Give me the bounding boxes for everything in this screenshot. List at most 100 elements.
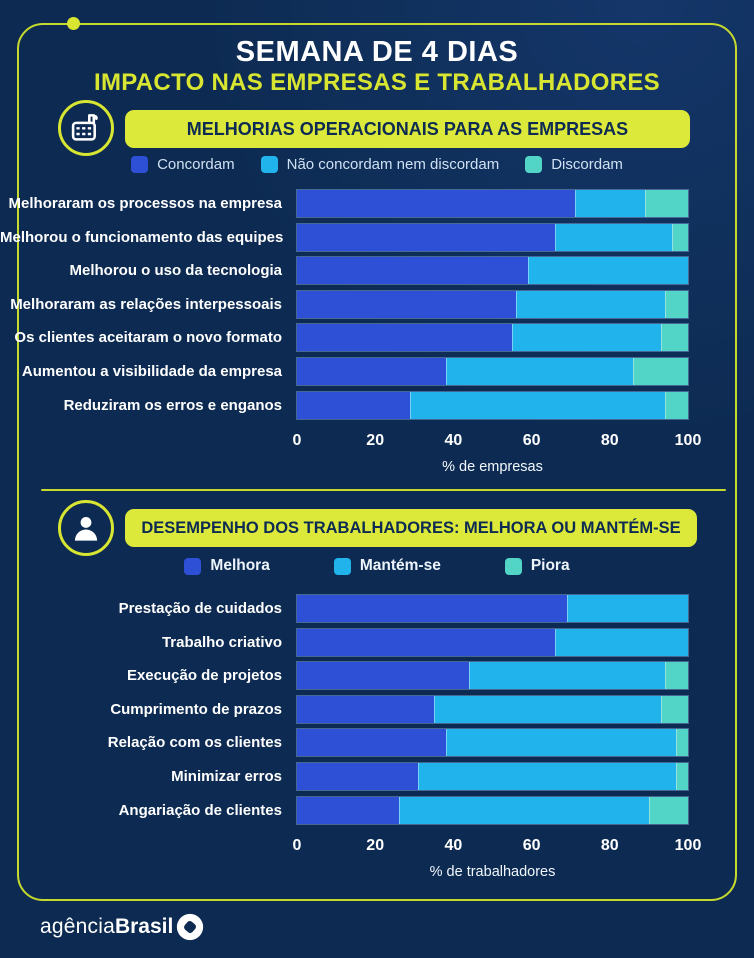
legend-swatch: [260, 156, 278, 173]
page-subtitle: IMPACTO NAS EMPRESAS E TRABALHADORES: [94, 69, 660, 96]
bar-segment: [433, 695, 661, 723]
agencia-brasil-icon: [177, 913, 204, 941]
bar-segment: [469, 662, 665, 690]
legend-label: Mantém-se: [359, 557, 441, 574]
axis-tick: 60: [522, 432, 541, 449]
x-axis-chart-2: 0 20 40 60 80 100 % de trabalhadores: [293, 837, 702, 880]
chart-row: Angariação de clientes: [0, 796, 754, 824]
bar-segment: [297, 628, 556, 656]
bar-segment: [297, 257, 528, 285]
bar-segment: [297, 729, 446, 757]
legend-chart-2: Melhora Mantém-se Piora: [0, 557, 754, 575]
axis-tick: 100: [674, 837, 702, 854]
chart-row: Cumprimento de prazos: [0, 695, 754, 723]
legend-label: Melhora: [210, 557, 270, 574]
row-label: Reduziram os erros e enganos: [63, 396, 282, 414]
bar-segment: [644, 190, 688, 217]
axis-ticks: 0 20 40 60 80 100: [293, 837, 702, 857]
legend-swatch: [184, 557, 202, 575]
stacked-bar: [297, 391, 688, 419]
bar-segment: [297, 695, 434, 723]
bar-segment: [297, 357, 446, 385]
axis-tick: 80: [600, 837, 619, 854]
chart-row: Execução de projetos: [0, 662, 754, 690]
legend-swatch: [504, 557, 522, 575]
bar-segment: [664, 391, 688, 419]
row-label: Os clientes aceitaram o novo formato: [14, 329, 282, 347]
legend-label: Concordam: [157, 156, 235, 173]
bar-segment: [660, 324, 688, 352]
row-label: Melhorou o uso da tecnologia: [69, 262, 282, 280]
bar-segment: [527, 257, 688, 285]
legend-label: Piora: [530, 557, 570, 574]
stacked-bar: [297, 223, 688, 251]
axis-tick: 20: [366, 432, 385, 449]
axis-tick: 40: [444, 432, 463, 449]
bar-segment: [297, 290, 516, 318]
legend-item: Concordam: [131, 156, 235, 173]
bar-segment: [297, 662, 470, 690]
row-label: Prestação de cuidados: [118, 600, 282, 617]
axis-tick: 20: [366, 837, 385, 854]
axis-tick: 80: [600, 432, 619, 449]
legend-swatch: [525, 156, 543, 173]
stacked-bar: [297, 628, 688, 656]
row-label: Cumprimento de prazos: [110, 700, 282, 718]
chart-row: Trabalho criativo: [0, 628, 754, 656]
legend-label: Discordam: [551, 156, 623, 173]
axis-ticks: 0 20 40 60 80 100: [293, 432, 702, 452]
row-label: Melhoraram os processos na empresa: [8, 195, 282, 212]
chart-row: Melhoraram as relações interpessoais: [0, 290, 754, 318]
stacked-bar: [297, 695, 688, 723]
stacked-bar: [297, 290, 688, 318]
row-label: Minimizar erros: [171, 767, 282, 785]
bar-segment: [515, 290, 665, 318]
legend-swatch: [333, 557, 351, 575]
axis-tick: 60: [522, 837, 541, 854]
bar-segment: [445, 357, 634, 385]
bar-segment: [633, 357, 688, 385]
chart-row: Minimizar erros: [0, 762, 754, 790]
bar-segment: [297, 391, 411, 419]
chart-row: Relação com os clientes: [0, 729, 754, 757]
bar-segment: [676, 729, 688, 757]
chart-row: Prestação de cuidados: [0, 595, 754, 622]
bar-segment: [566, 595, 688, 622]
bar-segment: [664, 662, 688, 690]
brand-name-light: agência: [40, 915, 115, 938]
stacked-bar: [297, 729, 688, 757]
axis-tick: 0: [292, 432, 302, 449]
legend-item: Melhora: [184, 557, 270, 575]
bar-segment: [297, 796, 399, 824]
section-2-banner: DESEMPENHO DOS TRABALHADORES: MELHORA OU…: [125, 509, 697, 547]
person-icon: [58, 500, 114, 556]
bar-segment: [297, 595, 567, 622]
bar-segment: [555, 223, 673, 251]
legend-item: Mantém-se: [333, 557, 441, 575]
chart-row: Melhorou o uso da tecnologia: [0, 257, 754, 285]
stacked-bar: [297, 595, 688, 622]
chart-row: Aumentou a visibilidade da empresa: [0, 357, 754, 385]
bar-segment: [648, 796, 688, 824]
axis-tick: 40: [444, 837, 463, 854]
bar-segment: [445, 729, 677, 757]
bar-segment: [297, 223, 556, 251]
stacked-bar: [297, 190, 688, 217]
row-label: Melhoraram as relações interpessoais: [10, 295, 282, 313]
stacked-bar: [297, 662, 688, 690]
chart-worker-performance: Prestação de cuidados Trabalho criativo Ex…: [0, 595, 754, 830]
legend-item: Discordam: [525, 156, 623, 173]
row-label: Aumentou a visibilidade da empresa: [21, 362, 282, 380]
axis-label: % de empresas: [442, 459, 543, 475]
bar-segment: [672, 223, 688, 251]
legend-label: Não concordam nem discordam: [286, 156, 500, 173]
row-label: Angariação de clientes: [118, 801, 282, 819]
row-label: Trabalho criativo: [161, 633, 282, 651]
brand-logo: agência Brasil: [40, 913, 204, 941]
factory-icon: [58, 100, 114, 156]
chart-row: Melhorou o funcionamento das equipes: [0, 223, 754, 251]
bar-segment: [297, 324, 513, 352]
stacked-bar: [297, 762, 688, 790]
legend-swatch: [131, 156, 149, 173]
bar-segment: [660, 695, 688, 723]
